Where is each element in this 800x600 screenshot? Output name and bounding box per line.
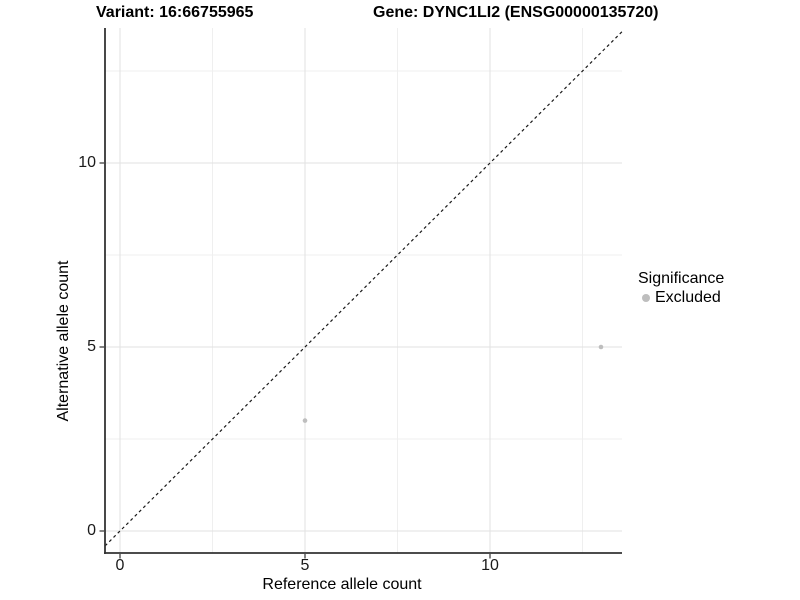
gene-title: Gene: DYNC1LI2 (ENSG00000135720) (373, 4, 659, 21)
legend-title: Significance (638, 270, 725, 287)
legend: Significance Excluded (638, 270, 724, 307)
data-point (598, 344, 604, 350)
y-tick-label: 0 (87, 521, 96, 539)
y-axis-title: Alternative allele count (55, 260, 72, 422)
x-tick-label: 0 (115, 557, 125, 574)
y-tick-label: 5 (87, 337, 96, 355)
y-tick-label: 10 (78, 153, 96, 171)
data-point (302, 418, 308, 423)
legend-item-label: Excluded (655, 289, 721, 306)
x-axis-title: Reference allele count (262, 576, 422, 593)
x-tick-label: 10 (481, 557, 499, 574)
identity-line (104, 31, 623, 547)
legend-item-excluded: Excluded (638, 289, 724, 307)
excluded-point-icon (642, 294, 650, 302)
variant-title: Variant: 16:66755965 (96, 4, 254, 21)
x-tick-label: 5 (300, 557, 310, 574)
